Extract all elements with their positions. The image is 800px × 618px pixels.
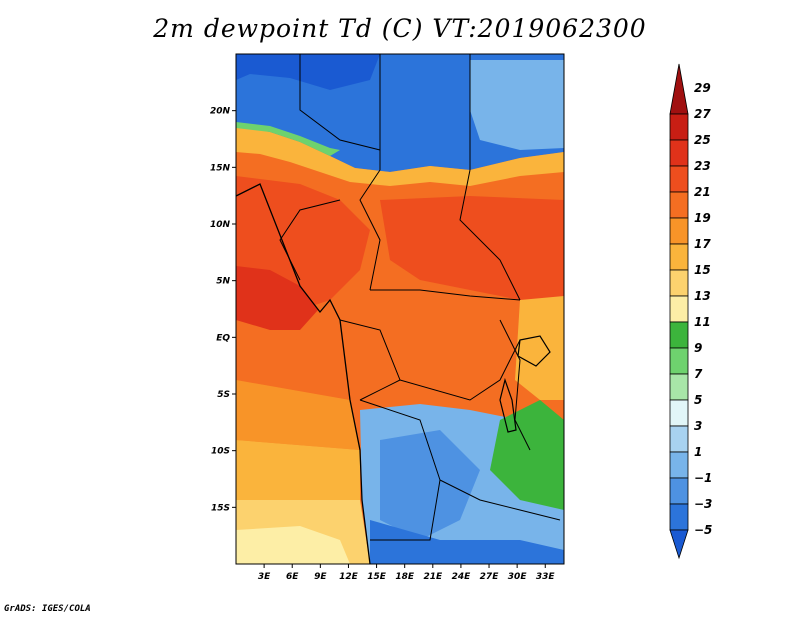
legend-label: 19 <box>694 211 711 225</box>
legend-label: 15 <box>694 263 711 277</box>
coastline <box>236 183 371 564</box>
legend-swatch <box>669 503 689 531</box>
lat-tick-label: 5S <box>217 390 230 400</box>
lon-tick-label: 12E <box>339 572 359 582</box>
legend-swatch <box>669 269 689 297</box>
great-lakes-green <box>490 400 564 510</box>
legend-label: 23 <box>694 159 711 173</box>
legend-swatch <box>669 139 689 167</box>
map-title: 2m dewpoint Td (C) VT:2019062300 <box>153 14 647 43</box>
south-atlantic-23 <box>236 330 350 400</box>
legend-swatch <box>669 217 689 245</box>
map-figure: 20N 15N 10N 5N EQ 5S 10S 15S 3E 6E 9E 12E 15E 18E 21E… <box>210 53 712 582</box>
sahel-transition <box>236 126 564 186</box>
south-atlantic-21 <box>236 380 360 450</box>
legend-swatch <box>669 347 689 375</box>
lon-tick-label: 3E <box>258 572 271 582</box>
gulf-guinea-humid <box>236 266 318 330</box>
legend-label: 13 <box>694 289 711 303</box>
legend-swatch <box>669 295 689 323</box>
south-atlantic-19 <box>236 440 360 500</box>
legend-label: 11 <box>694 315 711 329</box>
sahara-dry-region-dark <box>236 54 380 90</box>
latitude-axis: 20N 15N 10N 5N EQ 5S 10S 15S <box>210 107 236 513</box>
lat-tick-label: 10N <box>210 220 231 230</box>
legend-swatch <box>669 425 689 453</box>
legend-swatch <box>669 477 689 505</box>
legend-swatch <box>669 165 689 193</box>
legend-label: 9 <box>694 341 702 355</box>
lon-tick-label: 24E <box>452 572 472 582</box>
east-highlands <box>515 296 564 400</box>
lat-tick-label: 15S <box>211 503 230 513</box>
legend-label: 1 <box>694 445 702 459</box>
southern-dry-region-dark <box>380 430 480 540</box>
legend-label: −5 <box>694 523 712 537</box>
legend-label: −1 <box>694 471 712 485</box>
legend-swatch <box>669 321 689 349</box>
sahara-dry-region-light <box>470 60 564 150</box>
sahel-green-edge <box>236 122 340 156</box>
legend-label: 25 <box>694 133 711 147</box>
legend-swatch <box>669 63 689 115</box>
legend-swatch <box>669 243 689 271</box>
legend-swatch <box>669 113 689 141</box>
lat-tick-label: 5N <box>216 277 230 287</box>
legend-label: 27 <box>694 107 711 121</box>
legend-label: 17 <box>694 237 711 251</box>
lon-tick-label: 21E <box>423 572 443 582</box>
lake-victoria <box>517 335 551 367</box>
legend-label: −3 <box>694 497 712 511</box>
longitude-axis: 3E 6E 9E 12E 15E 18E 21E 24E 27E 30E 33E <box>258 564 556 582</box>
lon-tick-label: 30E <box>508 572 528 582</box>
lat-tick-label: EQ <box>216 333 230 343</box>
legend-label: 21 <box>694 185 711 199</box>
southern-dry-region-darkest <box>370 520 564 564</box>
legend-label: 5 <box>694 393 702 407</box>
lon-tick-label: 33E <box>536 572 556 582</box>
country-borders <box>279 54 561 541</box>
legend-swatch <box>669 373 689 401</box>
map-frame <box>235 53 565 565</box>
lat-tick-label: 20N <box>210 107 231 117</box>
lon-tick-label: 27E <box>480 572 500 582</box>
legend-swatch <box>669 529 689 560</box>
legend-label: 29 <box>694 81 711 95</box>
lon-tick-label: 15E <box>367 572 387 582</box>
lon-tick-label: 18E <box>395 572 415 582</box>
legend-swatch <box>669 451 689 479</box>
legend-swatch <box>669 399 689 427</box>
south-atlantic-15 <box>236 526 350 564</box>
legend-swatch <box>669 191 689 219</box>
humid-core-east <box>380 196 564 300</box>
lake-tanganyika <box>499 377 517 433</box>
lon-tick-label: 6E <box>286 572 299 582</box>
credit-text: GrADS: IGES/COLA <box>4 604 91 614</box>
legend-label: 3 <box>694 419 702 433</box>
dewpoint-field <box>236 54 564 564</box>
lon-tick-label: 9E <box>314 572 327 582</box>
colorbar-legend: 29 27 25 23 21 19 17 15 13 11 9 7 5 3 1 −1 −3 −5 <box>669 63 712 560</box>
legend-label: 7 <box>694 367 703 381</box>
lat-tick-label: 15N <box>210 163 231 173</box>
lat-tick-label: 10S <box>211 447 230 457</box>
